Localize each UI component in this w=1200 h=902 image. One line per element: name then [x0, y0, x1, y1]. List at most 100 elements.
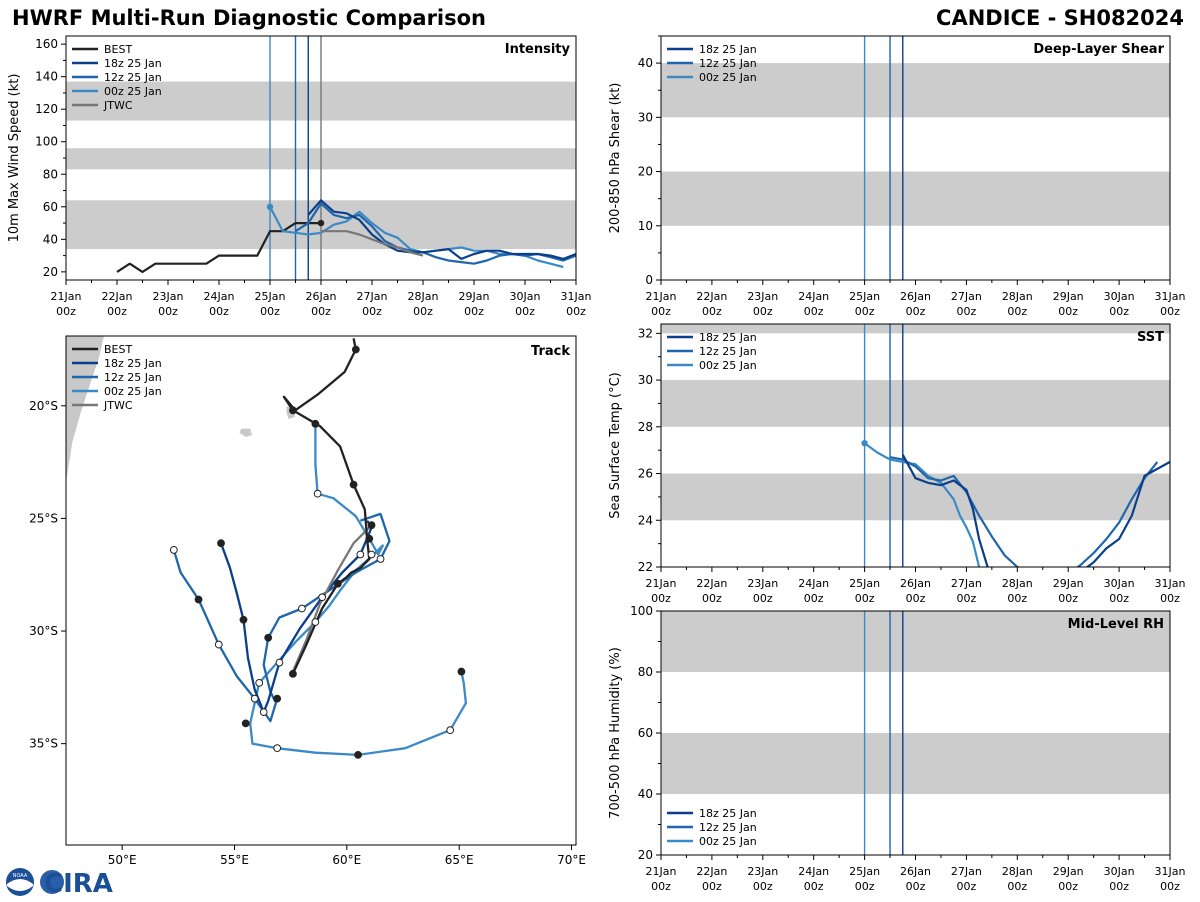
rh-xtick-day: 23Jan — [747, 865, 778, 878]
track-legend-label-12z-25-jan: 12z 25 Jan — [104, 371, 162, 384]
shear-xtick-day: 23Jan — [747, 290, 778, 303]
shear-ylabel: 200-850 hPa Shear (kt) — [608, 83, 623, 234]
sst-legend-label-18z-25-jan: 18z 25 Jan — [699, 331, 757, 344]
track-marker-00z-25-jan — [311, 419, 320, 428]
shear-band-1 — [661, 63, 1170, 118]
shear-xtick-day: 31Jan — [1155, 290, 1186, 303]
track-marker-12z-25-jan — [194, 595, 203, 604]
rh-ytick-label: 80 — [638, 665, 653, 679]
rh-plot-area — [661, 611, 1170, 855]
track-marker-00z-25-jan — [367, 550, 376, 559]
intensity-xtick-hour: 00z — [209, 305, 229, 318]
track-ytick-label: 35°S — [29, 737, 58, 751]
track-marker-00z-25-jan — [457, 667, 466, 676]
rh-xtick-day: 29Jan — [1053, 865, 1084, 878]
intensity-ytick-label: 160 — [35, 37, 58, 51]
shear-ytick-label: 0 — [645, 273, 653, 287]
track-line-18z-25-jan — [219, 520, 373, 714]
shear-legend-label-18z-25-jan: 18z 25 Jan — [699, 43, 757, 56]
sst-xtick-day: 26Jan — [900, 577, 931, 590]
rh-xtick-hour: 00z — [1160, 880, 1180, 893]
track-marker-12z-25-jan — [298, 604, 306, 613]
track-marker-00z-25-jan — [241, 719, 250, 728]
intensity-xtick-day: 24Jan — [204, 290, 235, 303]
intensity-xtick-hour: 00z — [566, 305, 586, 318]
intensity-xtick-day: 29Jan — [459, 290, 490, 303]
sst-xtick-hour: 00z — [702, 592, 722, 605]
track-marker-00z-25-jan — [446, 726, 455, 735]
intensity-legend-label-jtwc: JTWC — [103, 99, 133, 112]
intensity-xtick-hour: 00z — [311, 305, 331, 318]
shear-xtick-hour: 00z — [855, 305, 875, 318]
track-marker-best — [289, 669, 297, 678]
rh-ytick-label: 60 — [638, 726, 653, 740]
rh-band-0 — [661, 733, 1170, 794]
shear-xtick-hour: 00z — [651, 305, 671, 318]
track-marker-12z-25-jan — [376, 555, 385, 563]
shear-xtick-hour: 00z — [957, 305, 977, 318]
shear-xtick-day: 25Jan — [849, 290, 880, 303]
sst-band-0 — [661, 473, 1170, 521]
intensity-xtick-day: 23Jan — [153, 290, 184, 303]
intensity-point-best — [317, 219, 325, 227]
rh-xtick-hour: 00z — [1007, 880, 1027, 893]
rh-xtick-day: 22Jan — [696, 865, 727, 878]
intensity-series-jtwc — [321, 230, 424, 257]
rh-xtick-hour: 00z — [1058, 880, 1078, 893]
rh-xtick-hour: 00z — [702, 880, 722, 893]
rh-xtick-day: 25Jan — [849, 865, 880, 878]
shear-xtick-day: 29Jan — [1053, 290, 1084, 303]
intensity-xtick-hour: 00z — [515, 305, 535, 318]
sst-xtick-hour: 00z — [1007, 592, 1027, 605]
shear-panel-label: Deep-Layer Shear — [1033, 42, 1164, 57]
storm-id-title: CANDICE - SH082024 — [936, 6, 1184, 30]
rh-xtick-hour: 00z — [855, 880, 875, 893]
sst-xtick-day: 31Jan — [1155, 577, 1186, 590]
sst-xtick-day: 22Jan — [696, 577, 727, 590]
shear-xtick-hour: 00z — [1007, 305, 1027, 318]
shear-ytick-label: 40 — [638, 56, 653, 70]
intensity-xtick-day: 28Jan — [408, 290, 439, 303]
track-marker-12z-25-jan — [264, 633, 273, 642]
intensity-xtick-day: 26Jan — [306, 290, 337, 303]
track-legend-label-jtwc: JTWC — [103, 399, 133, 412]
sst-xtick-day: 23Jan — [747, 577, 778, 590]
rh-ytick-label: 100 — [630, 604, 653, 618]
intensity-legend-label-00z-25-jan: 00z 25 Jan — [104, 85, 162, 98]
intensity-point-00z-25-jan — [266, 203, 274, 210]
rh-xtick-day: 21Jan — [646, 865, 677, 878]
sst-ytick-label: 32 — [638, 326, 653, 340]
track-marker-00z-25-jan — [354, 751, 362, 759]
intensity-xtick-hour: 00z — [56, 305, 76, 318]
sst-xtick-hour: 00z — [1109, 592, 1129, 605]
intensity-ytick-label: 140 — [35, 70, 58, 84]
sst-xtick-hour: 00z — [855, 592, 875, 605]
intensity-legend-label-12z-25-jan: 12z 25 Jan — [104, 71, 162, 84]
track-line-00z-25-jan — [249, 423, 468, 757]
track-legend-label-best: BEST — [104, 343, 132, 356]
track-xtick-label: 65°E — [445, 853, 474, 867]
shear-xtick-hour: 00z — [906, 305, 926, 318]
cira-globe-icon — [40, 870, 64, 894]
sst-xtick-day: 28Jan — [1002, 577, 1033, 590]
track-xtick-label: 60°E — [332, 853, 361, 867]
sst-xtick-hour: 00z — [804, 592, 824, 605]
sst-xtick-hour: 00z — [651, 592, 671, 605]
shear-ytick-label: 30 — [638, 110, 653, 124]
intensity-xtick-hour: 00z — [362, 305, 382, 318]
track-marker-12z-25-jan — [169, 546, 178, 554]
sst-plot-area — [661, 324, 1170, 567]
sst-ytick-label: 26 — [638, 467, 653, 481]
intensity-xtick-day: 21Jan — [51, 290, 82, 303]
intensity-legend-label-best: BEST — [104, 43, 132, 56]
rh-xtick-day: 27Jan — [951, 865, 982, 878]
land-shape-2 — [238, 427, 253, 438]
shear-xtick-day: 26Jan — [900, 290, 931, 303]
intensity-xtick-hour: 00z — [107, 305, 127, 318]
sst-ytick-label: 24 — [638, 513, 653, 527]
track-marker-18z-25-jan — [356, 550, 365, 559]
rh-xtick-day: 28Jan — [1002, 865, 1033, 878]
logo-name: CIRA — [44, 869, 113, 898]
